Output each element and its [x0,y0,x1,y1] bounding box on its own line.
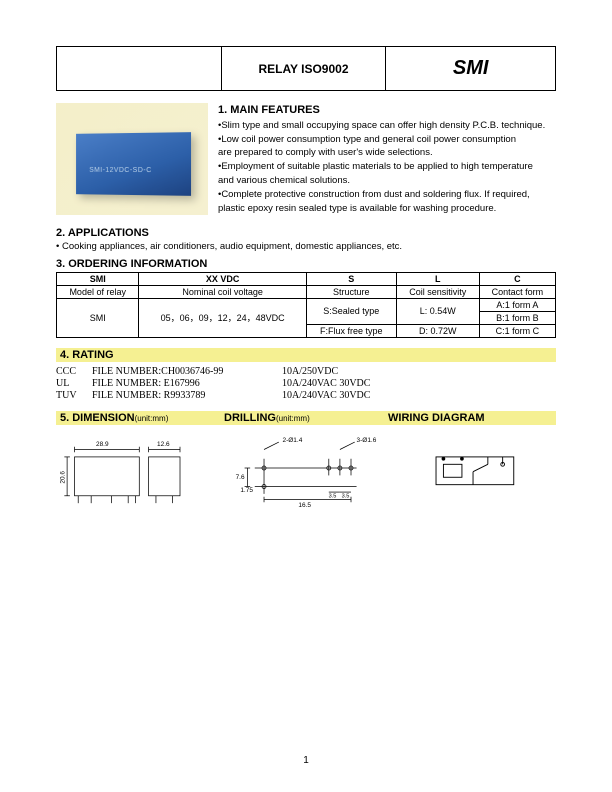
feature-bullet: plastic epoxy resin sealed type is avail… [218,203,556,216]
ord-h: C [479,272,555,285]
feature-bullet: •Low coil power consumption type and gen… [218,134,556,147]
drilling-diagram: 2-Ø1.4 3-Ø1.6 7.6 1.75 3.5 3.5 16.5 [227,431,384,517]
relay-label: SMI-12VDC-SD-C [89,167,151,174]
ord-h: S [306,272,396,285]
wiring-diagram [399,431,556,517]
applications-title: 2. APPLICATIONS [56,227,556,239]
feature-bullet: •Slim type and small occupying space can… [218,120,556,133]
ordering-table: SMI XX VDC S L C Model of relay Nominal … [56,272,556,338]
top-section: SMI-12VDC-SD-C 1. MAIN FEATURES •Slim ty… [56,103,556,217]
rating-c: FILE NUMBER: E167996 [92,378,282,389]
ord-struct1: S:Sealed type [306,298,396,324]
ord-h: SMI [57,272,139,285]
ord-c: Coil sensitivity [396,285,479,298]
rating-c: TUV [56,390,92,401]
ord-c: Contact form [479,285,555,298]
header-box: RELAY ISO9002 SMI [56,46,556,91]
rating-row: TUV FILE NUMBER: R9933789 10A/240VAC 30V… [56,390,556,401]
header-right: SMI [386,47,556,91]
wiring-label: WIRING DIAGRAM [388,412,552,424]
applications-text: • Cooking appliances, air conditioners, … [56,241,556,252]
drill-d: 1.75 [241,487,254,494]
ord-contact2: B:1 form B [479,311,555,324]
features: 1. MAIN FEATURES •Slim type and small oc… [218,103,556,217]
features-title: 1. MAIN FEATURES [218,103,556,118]
page-number: 1 [303,755,309,766]
section5-bar: 5. DIMENSION(unit:mm) DRILLING(unit:mm) … [56,411,556,425]
ord-c: Model of relay [57,285,139,298]
ord-contact1: A:1 form A [479,298,555,311]
ord-c: Nominal coil voltage [139,285,306,298]
drill-g: 16.5 [299,501,312,508]
rating-row: CCC FILE NUMBER:CH0036746-99 10A/250VDC [56,366,556,377]
ord-sens2: D: 0.72W [396,324,479,337]
drill-f: 3.5 [342,493,350,499]
dim-w: 28.9 [96,440,109,447]
ord-h: L [396,272,479,285]
header-middle: RELAY ISO9002 [221,47,386,91]
rating-c: 10A/250VDC [282,366,338,377]
product-image: SMI-12VDC-SD-C [56,103,208,215]
drill-label: DRILLING(unit:mm) [224,412,388,424]
rating-rows: CCC FILE NUMBER:CH0036746-99 10A/250VDC … [56,366,556,401]
drill-b: 3-Ø1.6 [357,437,377,444]
ord-c: Structure [306,285,396,298]
header-left [57,47,222,91]
feature-bullet: •Employment of suitable plastic material… [218,161,556,174]
drill-e: 3.5 [329,493,337,499]
ord-struct2: F:Flux free type [306,324,396,337]
ord-voltage: 05，06，09，12，24，48VDC [139,298,306,337]
diagrams-row: 28.9 12.6 20.6 2-Ø1.4 3-Ø1.6 7.6 1.75 [56,431,556,517]
rating-c: 10A/240VAC 30VDC [282,390,370,401]
feature-bullet: •Complete protective construction from d… [218,189,556,202]
drill-c: 7.6 [236,474,245,481]
dim-d: 12.6 [157,440,170,447]
rating-c: 10A/240VAC 30VDC [282,378,370,389]
rating-c: CCC [56,366,92,377]
relay-body: SMI-12VDC-SD-C [76,132,191,196]
rating-title: 4. RATING [56,348,556,362]
rating-c: FILE NUMBER:CH0036746-99 [92,366,282,377]
ord-contact3: C:1 form C [479,324,555,337]
dimension-diagram: 28.9 12.6 20.6 [56,431,213,517]
feature-bullet: and various chemical solutions. [218,175,556,188]
dim-h: 20.6 [59,470,66,483]
ord-h: XX VDC [139,272,306,285]
drill-a: 2-Ø1.4 [283,437,303,444]
rating-row: UL FILE NUMBER: E167996 10A/240VAC 30VDC [56,378,556,389]
feature-bullet: are prepared to comply with user's wide … [218,147,556,160]
ord-sens1: L: 0.54W [396,298,479,324]
ord-model: SMI [57,298,139,337]
rating-c: FILE NUMBER: R9933789 [92,390,282,401]
dim-label: 5. DIMENSION(unit:mm) [60,412,224,424]
rating-c: UL [56,378,92,389]
ordering-title: 3. ORDERING INFORMATION [56,258,556,270]
